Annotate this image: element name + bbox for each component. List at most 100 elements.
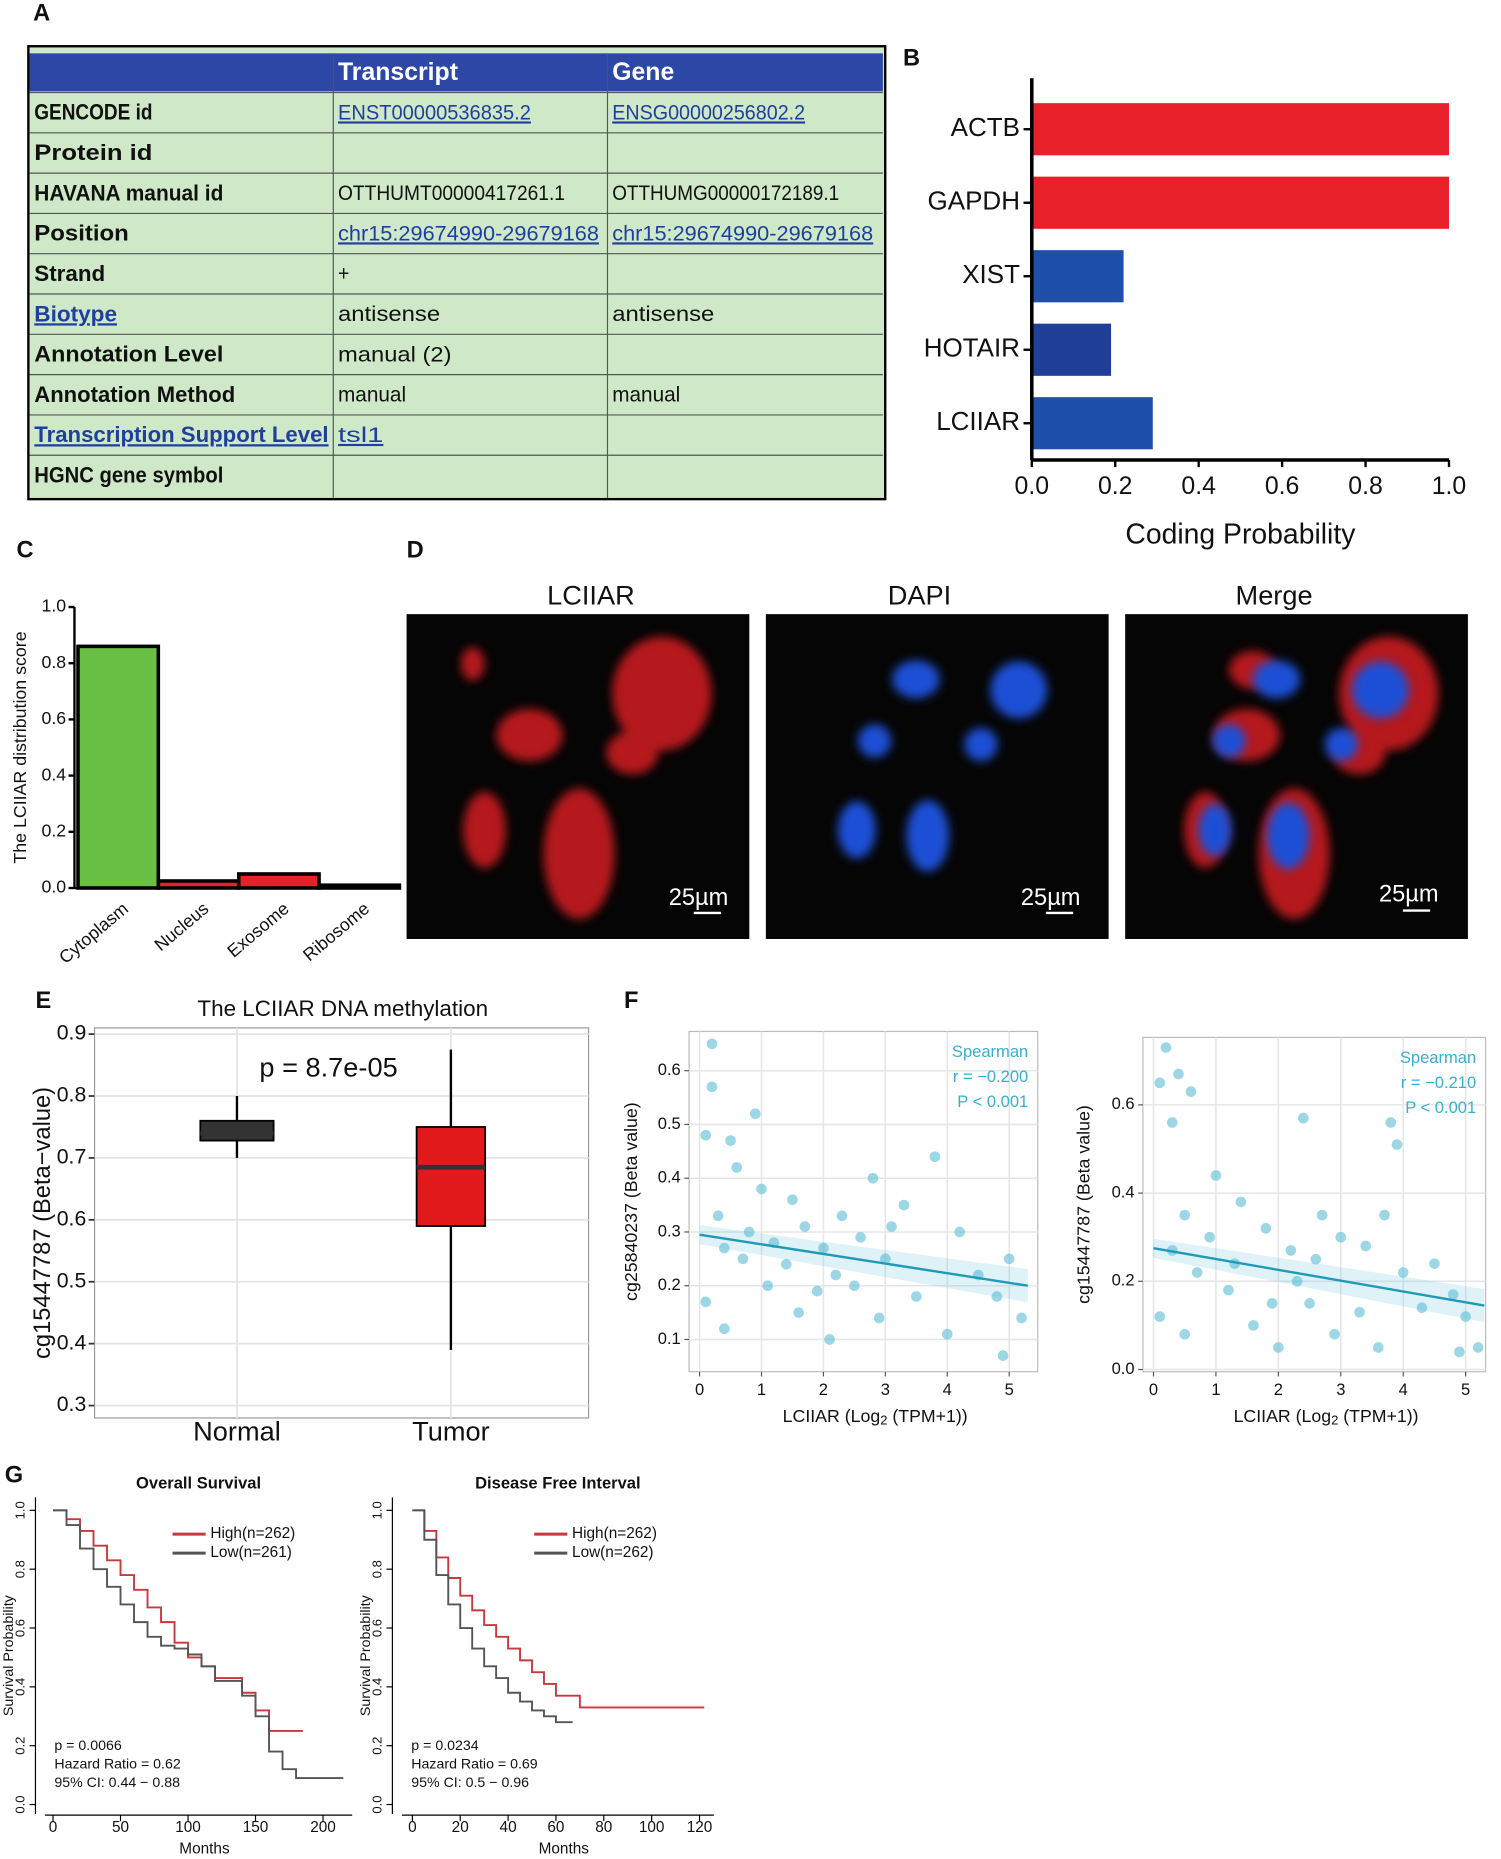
table-header-bg xyxy=(29,53,883,92)
annotation: P < 0.001 xyxy=(1405,1098,1476,1117)
table-cell: + xyxy=(338,262,349,286)
y-tick-label: HOTAIR xyxy=(924,333,1020,363)
table-cell: OTTHUMT00000417261.1 xyxy=(338,181,565,205)
point xyxy=(1472,1342,1484,1353)
point xyxy=(849,1280,860,1292)
fit-band xyxy=(699,1225,1028,1303)
table-frame xyxy=(27,45,887,501)
x-tick-label: 1.0 xyxy=(1432,473,1466,500)
point xyxy=(1223,1284,1234,1296)
panel-letter: F xyxy=(624,988,638,1014)
point xyxy=(929,1151,941,1163)
table-cell: manual (2) xyxy=(338,342,451,366)
y-tick-label: 1.0 xyxy=(42,596,67,616)
panel-letter: G xyxy=(5,1462,23,1488)
x-tick-label: Tumor xyxy=(412,1416,490,1447)
x-tick-label: 60 xyxy=(547,1819,564,1836)
point xyxy=(799,1221,811,1232)
x-tick-label: 20 xyxy=(452,1819,469,1836)
point xyxy=(1179,1209,1191,1221)
point xyxy=(886,1221,897,1232)
annotation: Spearman xyxy=(952,1042,1028,1061)
point xyxy=(941,1328,953,1340)
x-tick-label: 0.0 xyxy=(1015,473,1049,500)
point xyxy=(719,1323,730,1335)
point xyxy=(1166,1117,1178,1128)
table-cell: antisense xyxy=(612,302,714,326)
x-axis-label-part: (TPM+1)) xyxy=(1338,1405,1418,1425)
x-tick-label: 200 xyxy=(310,1819,336,1836)
legend-label: Low(n=262) xyxy=(572,1544,654,1561)
y-tick-label: 0.6 xyxy=(13,1619,28,1637)
annotation: p = 0.0066 xyxy=(54,1738,121,1754)
box xyxy=(415,1126,487,1227)
point xyxy=(1003,1253,1015,1265)
point xyxy=(1260,1223,1272,1234)
bar xyxy=(1031,323,1112,376)
table-cell: Annotation Method xyxy=(34,382,235,407)
point xyxy=(719,1242,730,1254)
y-tick-label: 0.0 xyxy=(1112,1359,1135,1378)
annotation: r = −0.200 xyxy=(953,1067,1028,1086)
point xyxy=(762,1280,774,1292)
x-tick-label: 0.4 xyxy=(1181,473,1216,500)
point xyxy=(1360,1240,1372,1252)
point xyxy=(1310,1253,1322,1265)
point xyxy=(818,1242,829,1254)
point xyxy=(898,1199,910,1211)
y-tick-label: 0.4 xyxy=(370,1678,385,1696)
fit-line xyxy=(699,1233,1028,1287)
point xyxy=(1354,1306,1365,1318)
point xyxy=(1298,1112,1309,1124)
x-tick-label: 100 xyxy=(175,1819,201,1836)
y-tick-label: 0.6 xyxy=(370,1619,385,1637)
point xyxy=(712,1210,724,1222)
table-cell: Biotype xyxy=(34,301,117,326)
point xyxy=(725,1135,736,1146)
x-tick-label: 0.8 xyxy=(1348,473,1382,500)
point xyxy=(997,1350,1009,1361)
point xyxy=(991,1291,1003,1302)
table-cell: OTTHUMG00000172189.1 xyxy=(612,181,839,205)
x-tick-label: 0 xyxy=(408,1819,417,1836)
legend-label: High(n=262) xyxy=(210,1525,295,1542)
y-tick-label: 0.0 xyxy=(370,1795,385,1813)
point xyxy=(1335,1231,1347,1243)
x-tick-label: 100 xyxy=(639,1819,665,1836)
image-title: Merge xyxy=(1236,580,1313,611)
annotation: Hazard Ratio = 0.62 xyxy=(54,1756,180,1772)
y-tick-label: 0.3 xyxy=(658,1221,681,1240)
chart-title: Disease Free Interval xyxy=(475,1474,640,1493)
x-axis-label: LCIIAR (Log2 (TPM+1)) xyxy=(783,1405,968,1428)
point xyxy=(1154,1077,1166,1089)
point xyxy=(1454,1346,1465,1358)
y-tick-label: 0.2 xyxy=(658,1275,681,1294)
y-tick-label: 0.4 xyxy=(57,1330,87,1354)
point xyxy=(706,1038,718,1050)
point xyxy=(1304,1298,1315,1309)
point xyxy=(824,1334,835,1345)
x-axis-label-part: (TPM+1)) xyxy=(887,1405,967,1425)
point xyxy=(700,1129,712,1141)
annotation: p = 0.0234 xyxy=(411,1738,478,1754)
point xyxy=(731,1162,743,1173)
x-tick-label: 0 xyxy=(49,1819,58,1836)
x-axis-label: Months xyxy=(539,1841,590,1858)
point xyxy=(873,1312,885,1324)
table-cell: Strand xyxy=(34,261,105,286)
y-axis-label: The LCIIAR distribution score xyxy=(10,631,30,863)
table-cell: Position xyxy=(34,221,129,246)
x-axis-label: Months xyxy=(179,1841,230,1858)
x-tick-label: 2 xyxy=(1274,1380,1283,1399)
y-tick-label: 0.2 xyxy=(13,1737,28,1755)
annotation: P < 0.001 xyxy=(957,1092,1028,1111)
point xyxy=(706,1081,718,1093)
point xyxy=(1372,1342,1384,1353)
x-axis-label: Coding Probability xyxy=(1125,518,1356,550)
panel-letter: E xyxy=(35,988,51,1014)
table-cell: Annotation Level xyxy=(34,342,223,367)
point xyxy=(1179,1328,1191,1340)
point xyxy=(700,1296,712,1308)
x-tick-label: 50 xyxy=(112,1819,129,1836)
point xyxy=(1266,1298,1278,1309)
